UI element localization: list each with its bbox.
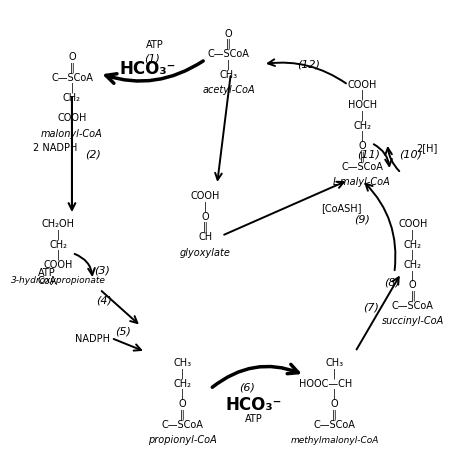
Text: (6): (6): [239, 382, 255, 393]
Text: CH: CH: [199, 232, 212, 242]
Text: (4): (4): [96, 296, 112, 306]
Text: L-malyl-CoA: L-malyl-CoA: [333, 177, 391, 187]
Text: |: |: [227, 59, 230, 70]
Text: (8): (8): [384, 277, 400, 287]
Text: HOCH: HOCH: [347, 100, 377, 110]
Text: O: O: [409, 281, 417, 290]
Text: C—SCoA: C—SCoA: [392, 301, 434, 311]
Text: 3-hydroxypropionate: 3-hydroxypropionate: [11, 276, 106, 285]
Text: CH₂: CH₂: [404, 240, 422, 250]
Text: malonyl-CoA: malonyl-CoA: [41, 129, 103, 139]
Text: ‖: ‖: [203, 222, 208, 232]
Text: O: O: [68, 52, 76, 62]
Text: CH₃: CH₃: [219, 70, 237, 80]
Text: |: |: [56, 249, 60, 260]
Text: ATP: ATP: [245, 414, 263, 424]
Text: (3): (3): [94, 266, 110, 276]
Text: ATP: ATP: [146, 41, 164, 50]
Text: (5): (5): [115, 327, 130, 337]
Text: acetyl-CoA: acetyl-CoA: [202, 85, 255, 95]
Text: propionyl-CoA: propionyl-CoA: [148, 435, 217, 445]
Text: O: O: [179, 399, 186, 410]
Text: (1): (1): [145, 53, 161, 63]
Text: CH₂: CH₂: [173, 379, 191, 389]
Text: COOH: COOH: [44, 260, 73, 270]
Text: |: |: [333, 368, 336, 379]
Text: C—SCoA: C—SCoA: [341, 162, 383, 172]
Text: |: |: [360, 110, 364, 121]
Text: CoA: CoA: [37, 276, 56, 286]
Text: |: |: [360, 131, 364, 141]
Text: C—SCoA: C—SCoA: [51, 72, 93, 83]
Text: (9): (9): [354, 214, 370, 225]
Text: NADPH: NADPH: [75, 334, 110, 344]
Text: HOOC—CH: HOOC—CH: [299, 379, 352, 389]
Text: |: |: [360, 90, 364, 100]
Text: 2[H]: 2[H]: [416, 142, 437, 153]
Text: ‖: ‖: [180, 409, 185, 420]
Text: ‖: ‖: [360, 151, 365, 162]
Text: CH₂: CH₂: [404, 260, 422, 270]
Text: 2 NADPH: 2 NADPH: [33, 142, 77, 153]
Text: HCO₃⁻: HCO₃⁻: [226, 396, 282, 414]
Text: |: |: [56, 229, 60, 240]
Text: |: |: [70, 103, 73, 113]
Text: methylmalonyl-CoA: methylmalonyl-CoA: [290, 436, 379, 445]
Text: |: |: [411, 229, 414, 240]
Text: ‖: ‖: [70, 62, 74, 72]
Text: |: |: [411, 270, 414, 281]
Text: CH₂: CH₂: [63, 93, 81, 103]
Text: CH₃: CH₃: [173, 359, 191, 368]
Text: glyoxylate: glyoxylate: [180, 248, 231, 257]
Text: COOH: COOH: [57, 113, 87, 123]
Text: succinyl-CoA: succinyl-CoA: [382, 316, 444, 326]
Text: ‖: ‖: [332, 409, 337, 420]
Text: ATP: ATP: [38, 268, 55, 278]
Text: ‖: ‖: [410, 290, 415, 301]
Text: CH₂OH: CH₂OH: [42, 219, 74, 229]
Text: C—SCoA: C—SCoA: [313, 420, 356, 430]
Text: |: |: [70, 83, 73, 93]
Text: COOH: COOH: [191, 191, 220, 201]
Text: C—SCoA: C—SCoA: [208, 50, 249, 59]
Text: CH₂: CH₂: [353, 121, 371, 131]
Text: (10): (10): [399, 149, 422, 160]
Text: (12): (12): [298, 59, 320, 69]
Text: |: |: [333, 389, 336, 399]
Text: C—SCoA: C—SCoA: [162, 420, 203, 430]
Text: O: O: [225, 29, 232, 39]
Text: (11): (11): [357, 149, 381, 160]
Text: CH₂: CH₂: [49, 240, 67, 250]
Text: |: |: [181, 368, 184, 379]
Text: O: O: [202, 212, 210, 222]
Text: (2): (2): [85, 149, 100, 160]
Text: |: |: [204, 201, 207, 212]
Text: O: O: [358, 141, 366, 151]
Text: HCO₃⁻: HCO₃⁻: [120, 60, 176, 78]
Text: COOH: COOH: [347, 80, 377, 90]
Text: (7): (7): [364, 303, 379, 313]
Text: |: |: [181, 389, 184, 399]
Text: O: O: [331, 399, 338, 410]
Text: [CoASH]: [CoASH]: [321, 203, 362, 213]
Text: COOH: COOH: [398, 219, 428, 229]
Text: CH₃: CH₃: [325, 359, 344, 368]
Text: ‖: ‖: [226, 39, 231, 50]
Text: |: |: [411, 249, 414, 260]
